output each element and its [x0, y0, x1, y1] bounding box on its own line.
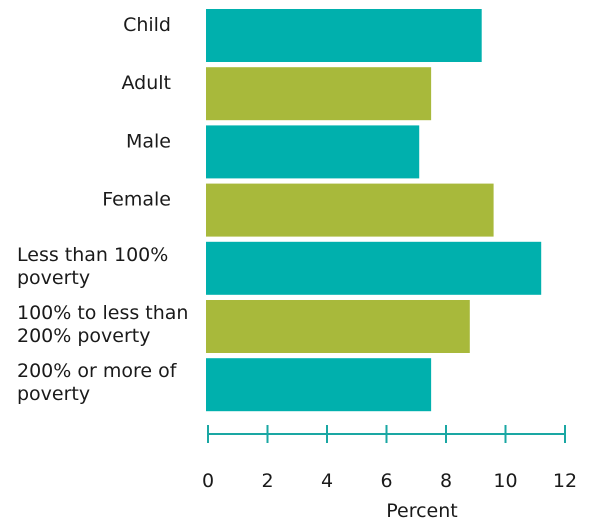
- bar-2: [206, 67, 431, 120]
- category-label-5: Less than 100% poverty: [17, 244, 168, 289]
- category-label-6: 100% to less than 200% poverty: [17, 302, 188, 347]
- category-label-4: Female: [102, 189, 171, 211]
- x-tick-label-6: 6: [380, 470, 392, 492]
- category-label-3: Male: [126, 130, 171, 152]
- category-label-line: 100% to less than: [17, 302, 188, 324]
- category-label-line: Less than 100%: [17, 244, 168, 266]
- x-tick-label-0: 0: [202, 470, 214, 492]
- category-label-1: Child: [123, 14, 171, 36]
- bar-4: [206, 184, 494, 237]
- category-label-line: poverty: [17, 267, 90, 289]
- category-label-line: 200% poverty: [17, 325, 150, 347]
- x-tick-label-2: 2: [261, 470, 273, 492]
- x-tick-label-4: 4: [321, 470, 333, 492]
- category-label-line: 200% or more of: [17, 360, 178, 382]
- category-label-2: Adult: [122, 72, 172, 94]
- bar-5: [206, 242, 541, 295]
- x-axis-label: Percent: [386, 500, 458, 522]
- category-label-line: Female: [102, 189, 171, 211]
- category-label-line: poverty: [17, 383, 90, 405]
- x-axis: 0 2 4 6 8 10 12: [202, 425, 577, 492]
- category-label-7: 200% or more of poverty: [17, 360, 178, 405]
- category-label-line: Adult: [122, 72, 172, 94]
- x-tick-label-12: 12: [553, 470, 577, 492]
- category-label-line: Male: [126, 130, 171, 152]
- bars-layer: [206, 9, 541, 411]
- bar-6: [206, 300, 470, 353]
- bar-1: [206, 9, 482, 62]
- x-tick-label-8: 8: [440, 470, 452, 492]
- x-tick-label-10: 10: [493, 470, 517, 492]
- bar-7: [206, 358, 431, 411]
- category-label-line: Child: [123, 14, 171, 36]
- bar-3: [206, 125, 419, 178]
